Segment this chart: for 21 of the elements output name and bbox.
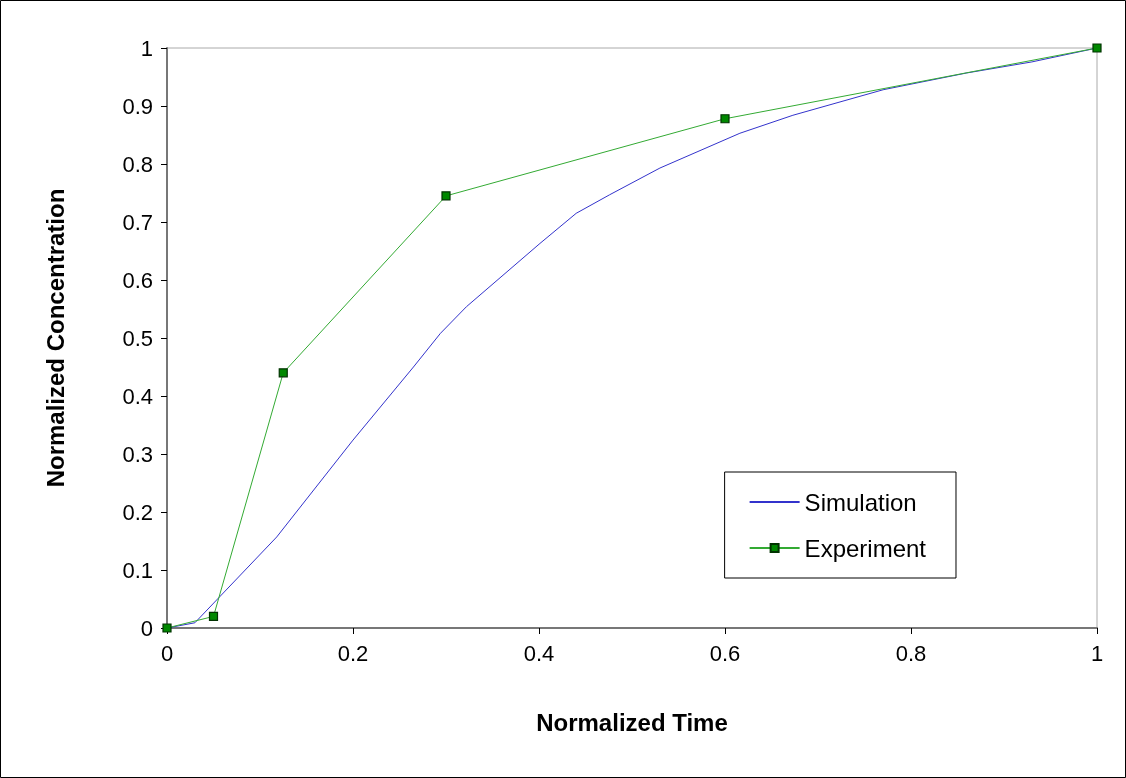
y-tick-label: 1 [140, 35, 153, 61]
y-tick-label: 0.9 [122, 93, 153, 119]
y-tick-label: 0.4 [122, 383, 153, 409]
x-tick-label: 0.6 [709, 640, 741, 666]
x-tick-label: 0.2 [337, 640, 369, 666]
y-tick-label: 0.6 [122, 267, 153, 293]
x-tick-label: 1 [1090, 640, 1104, 666]
y-tick-label: 0.5 [122, 325, 153, 351]
x-tick-label: 0.4 [523, 640, 555, 666]
legend-label: Experiment [804, 534, 927, 562]
y-tick-label: 0 [140, 615, 153, 641]
y-tick-label: 0.1 [122, 557, 153, 583]
x-tick-label: 0 [160, 640, 174, 666]
y-tick-label: 0.8 [122, 151, 153, 177]
x-tick-label: 0.8 [895, 640, 927, 666]
y-tick-label: 0.7 [122, 209, 153, 235]
y-axis-title: Normalized Concentration [41, 188, 69, 488]
x-axis-title: Normalized Time [536, 708, 728, 736]
legend-label: Simulation [804, 488, 917, 516]
y-tick-label: 0.2 [122, 499, 153, 525]
y-tick-label: 0.3 [122, 441, 153, 467]
